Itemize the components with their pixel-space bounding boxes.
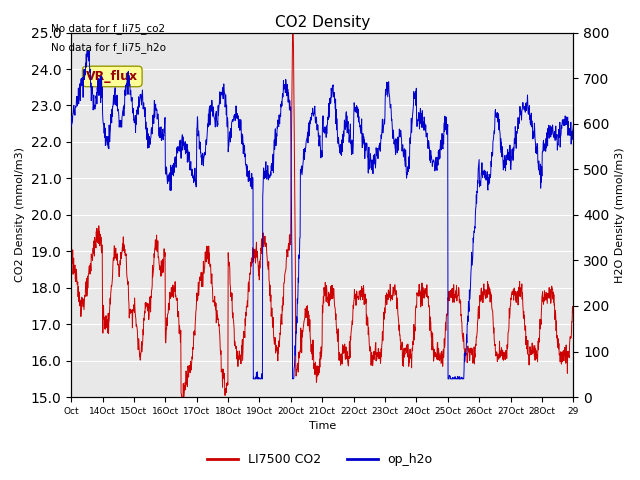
X-axis label: Time: Time bbox=[308, 421, 336, 432]
Text: VR_flux: VR_flux bbox=[86, 70, 138, 83]
Title: CO2 Density: CO2 Density bbox=[275, 15, 370, 30]
Text: No data for f_li75_h2o: No data for f_li75_h2o bbox=[51, 42, 166, 53]
Y-axis label: H2O Density (mmol/m3): H2O Density (mmol/m3) bbox=[615, 147, 625, 283]
Y-axis label: CO2 Density (mmol/m3): CO2 Density (mmol/m3) bbox=[15, 147, 25, 282]
Text: No data for f_li75_co2: No data for f_li75_co2 bbox=[51, 23, 165, 34]
Legend: LI7500 CO2, op_h2o: LI7500 CO2, op_h2o bbox=[202, 448, 438, 471]
